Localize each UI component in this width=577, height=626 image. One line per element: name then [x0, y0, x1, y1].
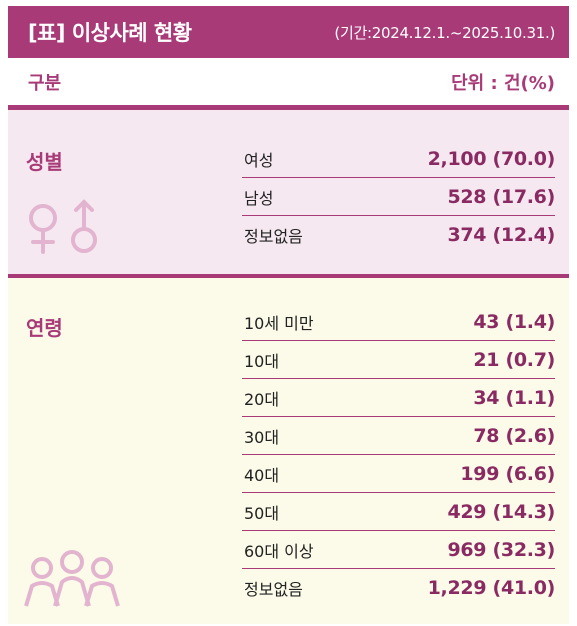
table-row: 여성 2,100 (70.0) [242, 140, 555, 178]
row-category: 10세 미만 [244, 313, 314, 333]
table-row: 40대 199 (6.6) [242, 455, 555, 493]
row-category: 20대 [244, 389, 280, 409]
gender-rows: 여성 2,100 (70.0) 남성 528 (17.6) 정보없음 374 (… [242, 140, 555, 254]
table-row: 정보없음 374 (12.4) [242, 216, 555, 254]
table-row: 정보없음 1,229 (41.0) [242, 569, 555, 607]
table-row: 30대 78 (2.6) [242, 417, 555, 455]
row-category: 정보없음 [244, 227, 303, 246]
gender-section: 성별 여성 2,100 (70.0) 남성 528 (17.6) 정보없음 37… [8, 110, 569, 278]
row-value: 78 (2.6) [473, 424, 555, 447]
row-category: 50대 [244, 503, 280, 523]
row-value: 374 (12.4) [447, 224, 555, 246]
row-category: 남성 [244, 188, 274, 208]
row-category: 40대 [244, 465, 280, 485]
row-category: 여성 [244, 150, 274, 170]
unit-label: 단위 : 건(%) [451, 72, 555, 94]
age-section: 연령 10세 미만 43 (1.4) 10대 21 (0.7) 20대 34 (… [8, 278, 569, 624]
row-value: 21 (0.7) [473, 348, 555, 371]
gender-symbols-icon [29, 199, 97, 254]
table-title-bar: [표] 이상사례 현황 (기간:2024.12.1.~2025.10.31.) [8, 6, 569, 58]
column-header: 구분 단위 : 건(%) [8, 58, 569, 110]
table-row: 10대 21 (0.7) [242, 341, 555, 379]
row-value: 43 (1.4) [473, 310, 555, 333]
gender-section-label: 성별 [26, 150, 63, 174]
row-value: 429 (14.3) [447, 500, 555, 523]
table-row: 50대 429 (14.3) [242, 493, 555, 531]
people-group-icon [24, 550, 120, 607]
table-title: [표] 이상사례 현황 [28, 21, 192, 45]
row-value: 528 (17.6) [447, 185, 555, 208]
row-category: 정보없음 [244, 580, 303, 599]
period-text: (기간:2024.12.1.~2025.10.31.) [334, 23, 555, 42]
row-value: 199 (6.6) [460, 462, 555, 485]
row-category: 10대 [244, 351, 280, 371]
row-value: 2,100 (70.0) [427, 147, 556, 170]
row-value: 969 (32.3) [447, 538, 555, 561]
row-category: 60대 이상 [244, 541, 314, 561]
row-value: 34 (1.1) [473, 386, 555, 409]
age-rows: 10세 미만 43 (1.4) 10대 21 (0.7) 20대 34 (1.1… [242, 303, 555, 607]
table-row: 남성 528 (17.6) [242, 178, 555, 216]
category-header: 구분 [28, 72, 62, 94]
row-value: 1,229 (41.0) [427, 577, 556, 599]
table-row: 60대 이상 969 (32.3) [242, 531, 555, 569]
row-category: 30대 [244, 427, 280, 447]
table-row: 10세 미만 43 (1.4) [242, 303, 555, 341]
age-section-label: 연령 [26, 316, 63, 340]
table-row: 20대 34 (1.1) [242, 379, 555, 417]
